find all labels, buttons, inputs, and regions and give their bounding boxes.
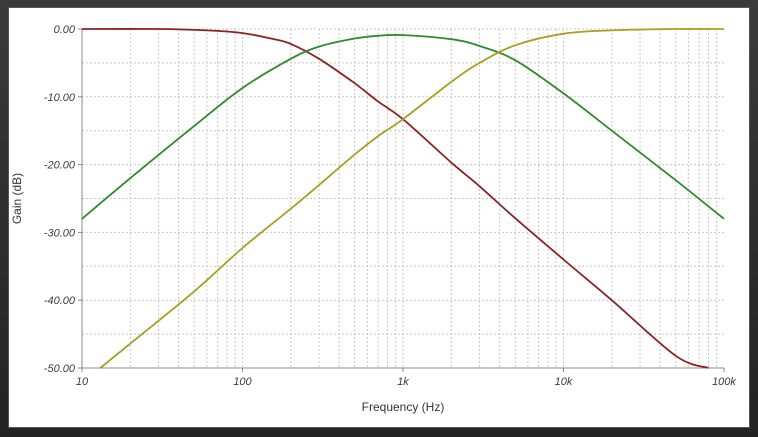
grid <box>81 28 724 369</box>
x-tick-label: 100 <box>233 376 252 388</box>
x-tick-label: 1k <box>397 376 409 388</box>
x-tick-label: 100k <box>712 376 736 388</box>
y-tick-label: -50.00 <box>44 363 76 375</box>
y-tick-label: -20.00 <box>44 160 76 172</box>
series-lines <box>81 28 725 369</box>
series-line-1 <box>81 28 709 369</box>
y-tick-label: -10.00 <box>44 92 76 104</box>
y-tick-label: -30.00 <box>44 227 76 239</box>
series-line-3 <box>99 28 725 369</box>
y-axis-label: Gain (dB) <box>10 173 24 224</box>
x-tick-label: 10k <box>555 376 573 388</box>
axis-labels: Frequency (Hz) Gain (dB) <box>10 173 444 414</box>
series-line-2 <box>81 33 725 220</box>
chart-panel: 0.00 -10.00 -20.00 -30.00 -40.00 -50.00 10 100 1… <box>8 7 750 428</box>
y-tick-label: -40.00 <box>44 295 76 307</box>
x-tick-label: 10 <box>76 376 89 388</box>
x-axis-label: Frequency (Hz) <box>362 400 445 414</box>
y-tick-label: 0.00 <box>54 24 76 36</box>
